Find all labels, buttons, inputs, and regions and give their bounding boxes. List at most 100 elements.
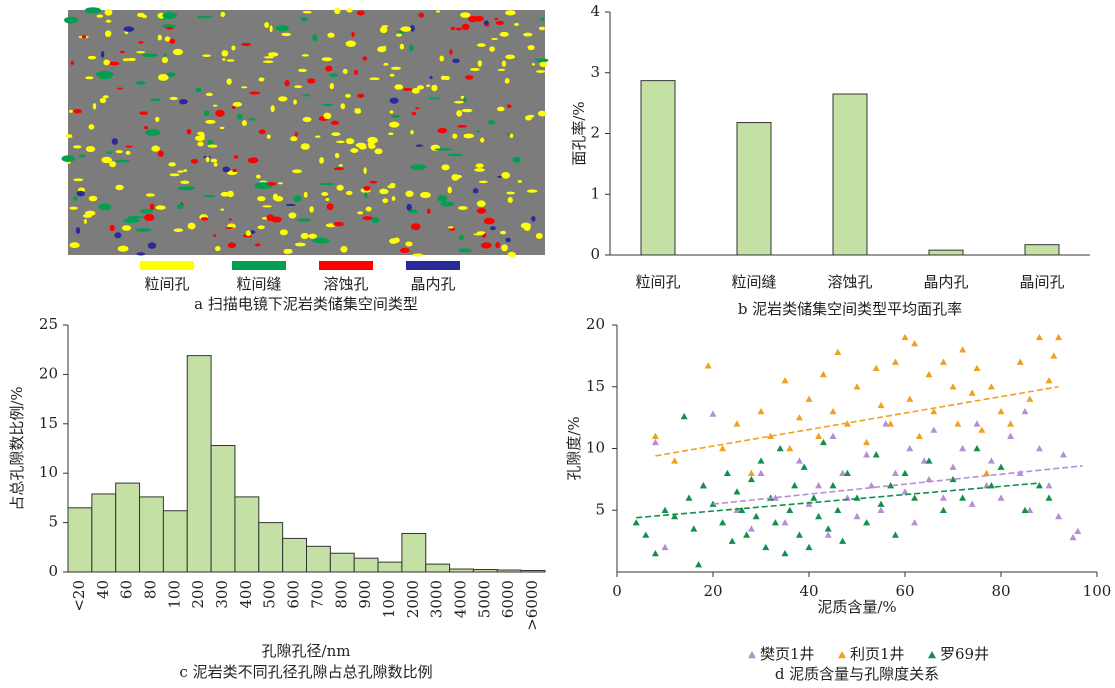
pore-blob [169, 38, 176, 44]
pore-blob [382, 198, 389, 204]
pore-blob [245, 230, 252, 237]
pore-blob [539, 61, 548, 67]
pore-blob [391, 196, 396, 202]
point [757, 457, 765, 464]
point [810, 494, 818, 501]
pore-blob [333, 167, 344, 171]
pore-blob [474, 168, 485, 172]
point [997, 407, 1005, 415]
pore-blob [342, 68, 348, 75]
pore-blob [540, 17, 545, 21]
pore-blob [176, 203, 185, 209]
point [805, 500, 813, 507]
point [791, 482, 799, 489]
pore-blob [338, 164, 343, 167]
point [651, 549, 659, 557]
pore-blob [415, 107, 420, 110]
pore-blob [69, 242, 80, 249]
pore-blob [262, 205, 272, 208]
pore-blob [520, 222, 531, 229]
x-tick-label: 40 [94, 580, 112, 599]
bar [139, 496, 164, 573]
pore-blob [507, 251, 516, 258]
pore-blob [136, 51, 146, 54]
point [872, 364, 880, 372]
y-tick-label: 0 [48, 562, 58, 580]
point [901, 469, 909, 476]
pore-blob [474, 15, 484, 22]
point [930, 426, 938, 433]
pore-blob [321, 57, 333, 62]
bar [306, 545, 331, 573]
pore-blob [531, 216, 536, 222]
pore-blob [363, 185, 371, 191]
pore-blob [312, 237, 330, 244]
pore-blob [298, 68, 307, 73]
pore-blob [117, 245, 129, 252]
pore-blob [123, 218, 140, 224]
pore-blob [426, 208, 431, 214]
point [1035, 482, 1043, 489]
pore-blob [345, 138, 355, 145]
pore-blob [379, 26, 388, 34]
pore-blob [410, 223, 421, 231]
pore-blob [465, 75, 474, 80]
pore-blob [354, 109, 362, 114]
pore-blob [117, 87, 123, 90]
y-tick-label: 20 [39, 364, 58, 382]
pore-blob [232, 102, 242, 107]
pore-blob [506, 191, 515, 195]
point [939, 494, 947, 501]
pore-blob [205, 92, 213, 97]
pore-blob [456, 124, 467, 128]
pore-blob [489, 46, 496, 52]
pore-blob [357, 211, 364, 215]
bar [282, 537, 307, 573]
pore-blob [389, 238, 398, 244]
pore-blob [336, 140, 345, 144]
pore-blob [104, 8, 113, 16]
pore-blob [88, 195, 98, 202]
pore-blob [109, 161, 116, 168]
caption: d 泥质含量与孔隙度关系 [775, 665, 939, 683]
pore-blob [358, 144, 367, 150]
caption: c 泥岩类不同孔径孔隙占总孔隙数比例 [179, 663, 432, 681]
pore-blob [478, 180, 488, 184]
point [834, 506, 842, 514]
pore-blob [350, 148, 359, 153]
pore-blob [161, 57, 168, 64]
point [829, 432, 837, 439]
point [752, 512, 760, 520]
point [891, 531, 899, 538]
pore-blob [330, 120, 340, 126]
y-tick-label: 3 [590, 63, 600, 81]
point [1035, 445, 1043, 452]
point [723, 469, 731, 476]
point [853, 494, 861, 501]
point [771, 519, 779, 526]
pore-blob [461, 108, 473, 113]
x-tick-label: 晶间孔 [1019, 273, 1064, 291]
point [973, 420, 981, 427]
pore-blob [461, 23, 470, 31]
point [719, 445, 727, 452]
x-tick-label: 2000 [404, 580, 422, 618]
point [719, 519, 727, 526]
pore-blob [415, 144, 424, 147]
point [939, 506, 947, 514]
point [747, 475, 755, 483]
point [877, 506, 885, 514]
pore-blob [267, 52, 279, 57]
pore-blob [149, 98, 162, 102]
point [829, 482, 837, 489]
pore-blob [278, 96, 288, 102]
pore-blob [319, 157, 325, 164]
pore-blob [495, 241, 501, 249]
pore-blob [410, 130, 414, 135]
pore-blob [195, 87, 202, 93]
pore-blob [73, 195, 78, 201]
point [901, 333, 909, 341]
pore-blob [63, 16, 79, 24]
pore-blob [72, 145, 82, 149]
pore-blob [293, 99, 297, 105]
